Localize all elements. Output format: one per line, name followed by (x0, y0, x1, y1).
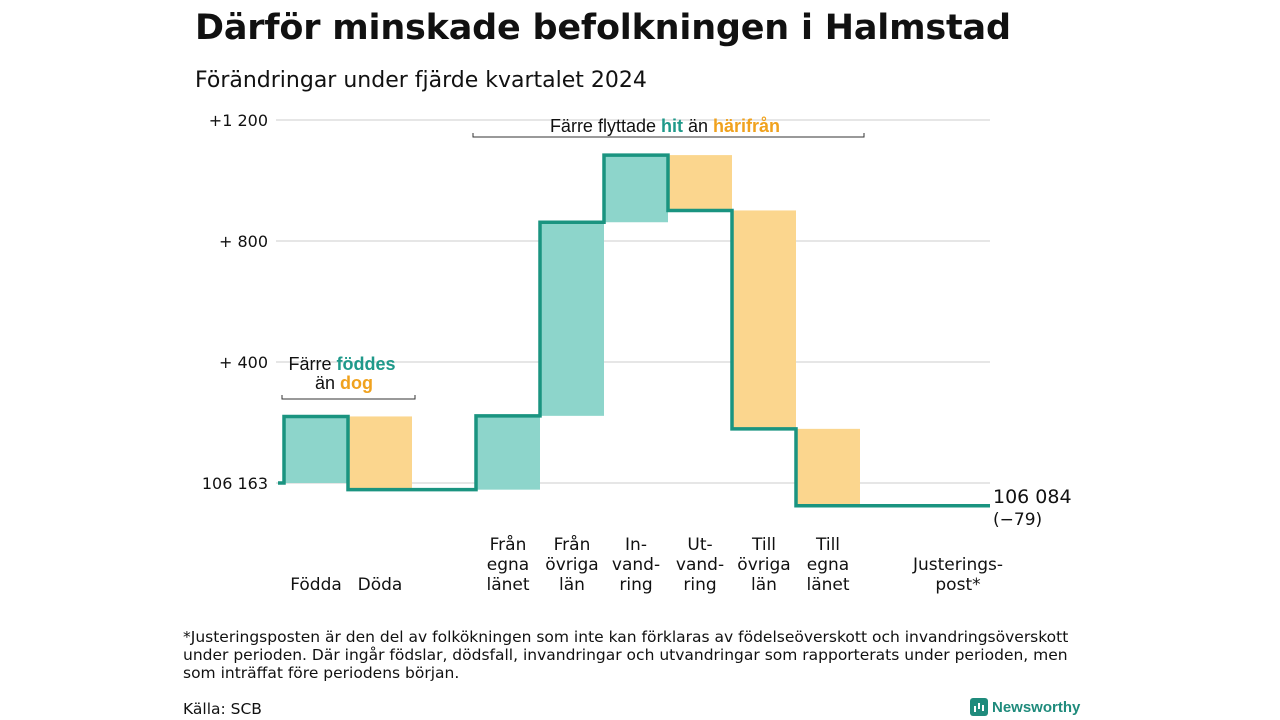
outflow-bar (348, 416, 412, 490)
inflow-bar (604, 155, 668, 223)
category-label: Till (815, 535, 840, 555)
chart-title: Därför minskade befolkningen i Halmstad (195, 8, 1011, 48)
category-label: Döda (358, 575, 403, 595)
bars (284, 155, 860, 506)
births-annotation-line2: än dog (315, 373, 373, 393)
category-label: ring (619, 575, 652, 595)
y-tick-label: + 400 (219, 353, 268, 372)
category-label: Till (751, 535, 776, 555)
category-label: länet (486, 575, 529, 595)
category-label: Från (490, 534, 527, 555)
y-tick-label: + 800 (219, 232, 268, 251)
category-label: Justerings- (912, 555, 1003, 575)
net-change-label: (−79) (993, 510, 1042, 530)
category-label: ring (683, 575, 716, 595)
inflow-bar (476, 415, 540, 490)
outflow-bar (796, 428, 860, 506)
births-bracket (281, 395, 416, 400)
y-tick-label: 106 163 (202, 474, 268, 493)
inflow-bar (284, 416, 348, 483)
category-label: vand- (676, 555, 724, 575)
category-label: Från (554, 534, 591, 555)
brand-logo[interactable]: Newsworthy (970, 698, 1080, 716)
category-label: egna (487, 555, 529, 575)
step-line (278, 153, 990, 508)
footnote: *Justeringsposten är den del av folkökni… (183, 628, 1069, 682)
end-value-label: 106 084 (993, 486, 1072, 508)
outflow-bar (668, 155, 732, 211)
bar-chart-icon (970, 698, 988, 716)
category-label: övriga (737, 555, 790, 575)
inflow-bar (540, 222, 604, 416)
category-label: övriga (545, 555, 598, 575)
category-label: post* (935, 575, 980, 595)
y-tick-label: +1 200 (209, 111, 268, 130)
category-label: län (559, 575, 585, 595)
source-label: Källa: SCB (183, 700, 262, 718)
category-label: län (751, 575, 777, 595)
category-label: egna (807, 555, 849, 575)
category-label: Födda (290, 575, 342, 595)
cumulative-line (278, 153, 990, 508)
moves-annotation: Färre flyttade hit än härifrån (550, 116, 780, 136)
category-label: In- (625, 535, 647, 555)
category-label: vand- (612, 555, 660, 575)
chart-subtitle: Förändringar under fjärde kvartalet 2024 (195, 68, 647, 93)
outflow-bar (732, 210, 796, 429)
moves-bracket (472, 133, 865, 138)
category-label: Ut- (687, 535, 712, 555)
category-label: länet (806, 575, 849, 595)
births-annotation-line1: Färre föddes (288, 354, 395, 374)
brand-name: Newsworthy (992, 698, 1081, 716)
